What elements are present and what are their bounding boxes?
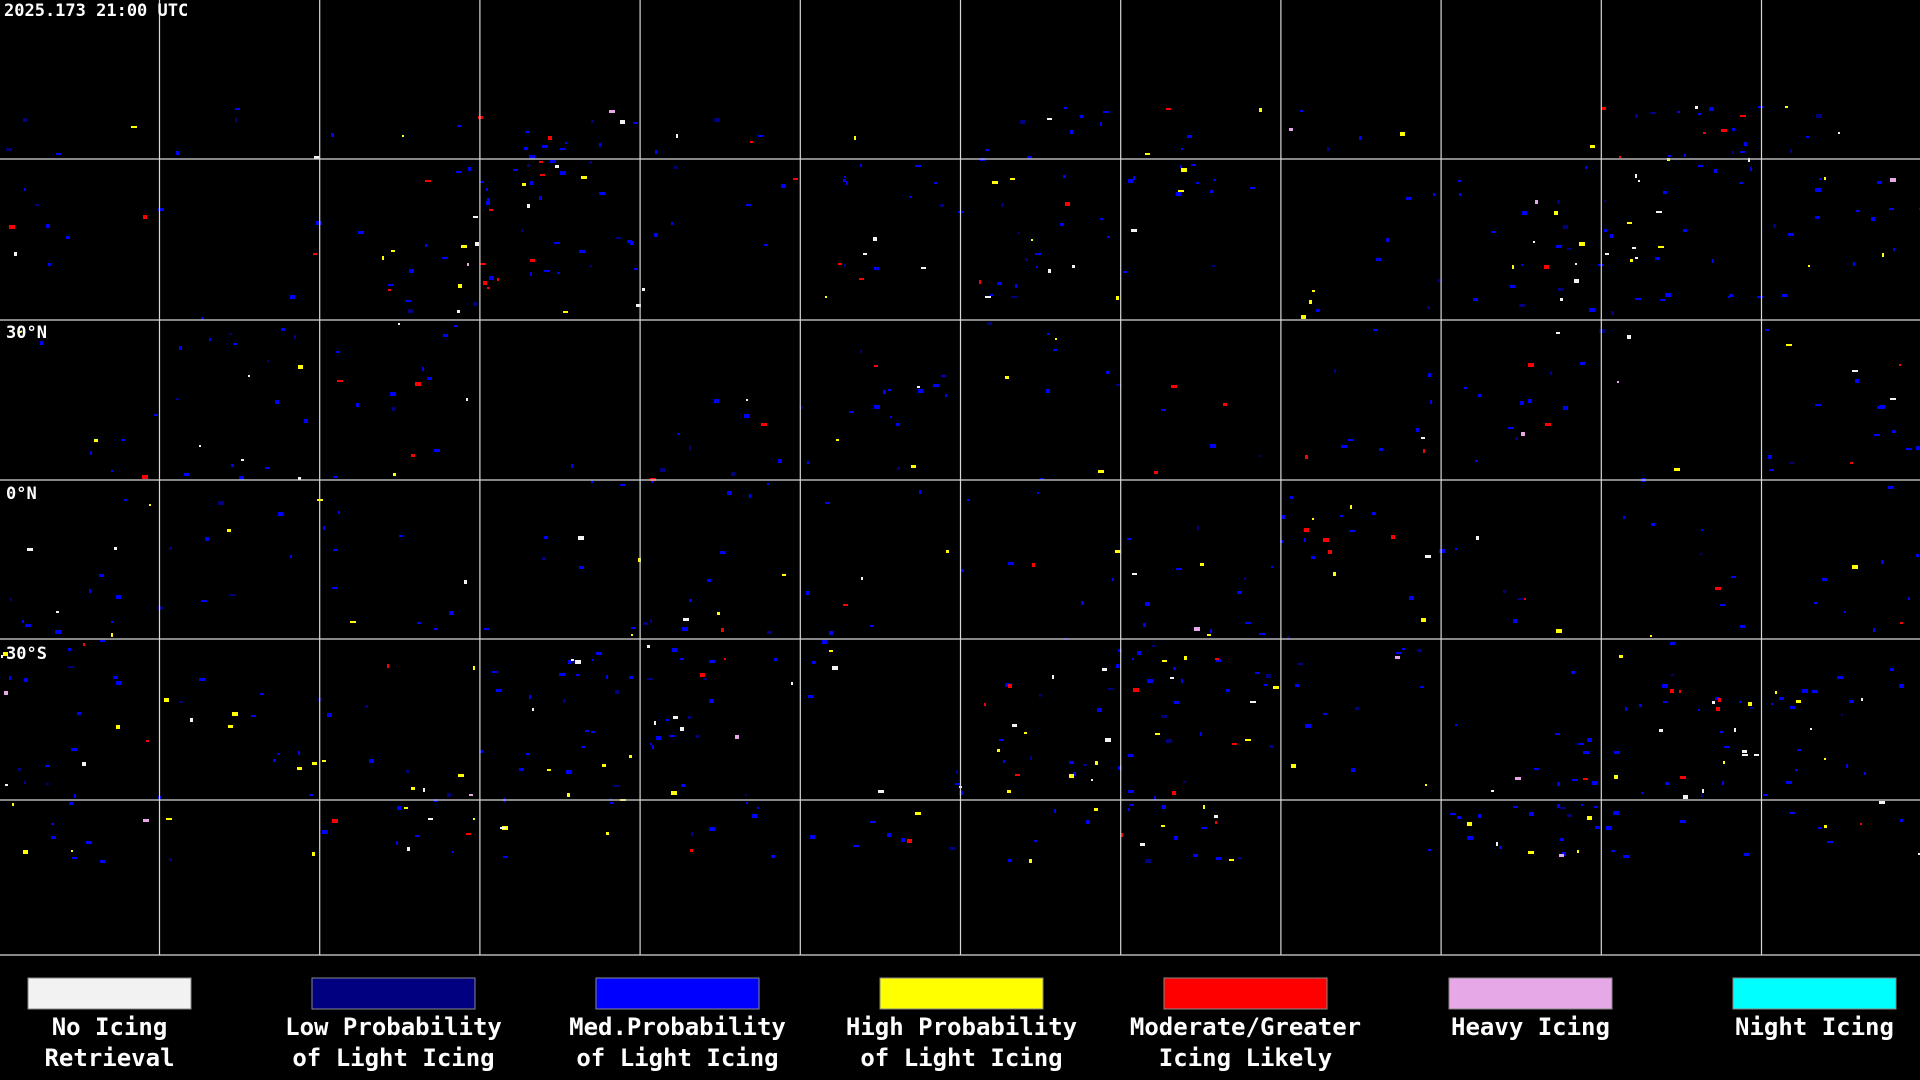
legend: No Icing Retrieval Low Probability of Light… (27, 977, 1897, 1072)
graticule (0, 0, 1920, 956)
legend-label: Heavy Icing (1451, 1013, 1610, 1041)
legend-swatch (27, 977, 192, 1010)
legend-label: Med.Probability (569, 1013, 786, 1041)
legend-swatch (1163, 977, 1328, 1010)
timestamp: 2025.173 21:00 UTC (4, 1, 188, 21)
legend-label: Moderate/Greater (1130, 1013, 1361, 1041)
legend-label: of Light Icing (292, 1044, 494, 1072)
legend-swatch (879, 977, 1044, 1010)
legend-label: of Light Icing (860, 1044, 1062, 1072)
legend-label: Low Probability (285, 1013, 502, 1041)
latitude-label: 0°N (6, 484, 37, 504)
latitude-label: 30°N (6, 323, 47, 343)
legend-label: No Icing (52, 1013, 168, 1041)
legend-label: Icing Likely (1159, 1044, 1332, 1072)
legend-label: Retrieval (44, 1044, 174, 1072)
legend-swatch (311, 977, 476, 1010)
legend-swatch (1732, 977, 1897, 1010)
legend-swatch (1448, 977, 1613, 1010)
legend-label: of Light Icing (576, 1044, 778, 1072)
legend-label: High Probability (846, 1013, 1077, 1041)
latitude-label: 30°S (6, 644, 47, 664)
legend-label: Night Icing (1735, 1013, 1894, 1041)
legend-swatch (595, 977, 760, 1010)
